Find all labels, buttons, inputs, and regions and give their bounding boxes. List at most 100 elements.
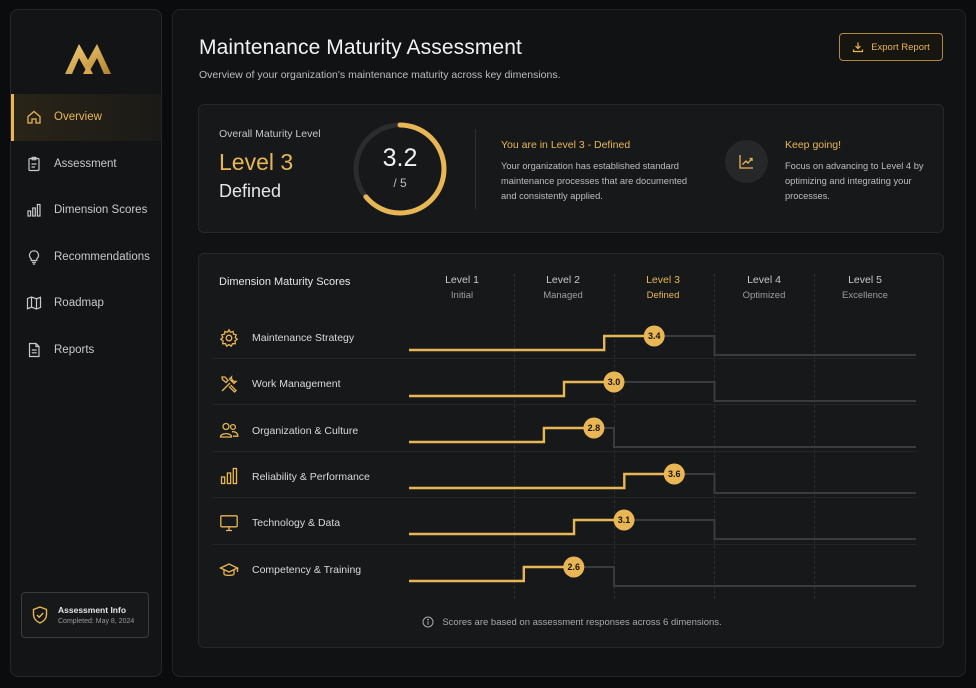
monitor-icon	[219, 513, 239, 533]
score-badge	[583, 417, 605, 439]
overall-score-max: / 5	[393, 176, 407, 190]
score-gauge: 3.2 / 5	[352, 121, 448, 217]
next-step-description: Focus on advancing to Level 4 by optimiz…	[785, 161, 924, 201]
sidebar-nav: Overview Assessment Dimension Scores Rec…	[11, 94, 161, 373]
score-remaining-line	[593, 427, 916, 448]
dimension-label: Organization & Culture	[252, 425, 359, 437]
score-remaining-line	[624, 519, 916, 540]
overall-level-name: Defined	[219, 181, 282, 201]
export-report-label: Export Report	[871, 41, 930, 53]
overall-maturity-label: Overall Maturity Level	[219, 128, 321, 140]
trend-up-icon	[739, 155, 753, 169]
info-icon	[422, 616, 434, 628]
sidebar: Overview Assessment Dimension Scores Rec…	[10, 9, 162, 677]
sidebar-item-label: Assessment	[54, 157, 117, 170]
overall-maturity-card: Overall Maturity Level Level 3 Defined 3…	[198, 104, 944, 233]
assessment-info-title: Assessment Info	[58, 605, 127, 615]
score-progress-line	[409, 565, 574, 583]
map-icon	[25, 294, 43, 312]
score-progress-line	[409, 380, 614, 398]
score-progress-line	[409, 518, 625, 536]
sidebar-item-label: Roadmap	[54, 297, 104, 310]
overall-level: Level 3	[219, 149, 294, 175]
column-divider	[814, 274, 815, 599]
bar-chart-icon	[219, 466, 239, 486]
level-name: Initial	[450, 290, 474, 301]
logo	[65, 44, 111, 74]
next-step-title: Keep going!	[785, 139, 842, 151]
trend-badge	[725, 140, 768, 183]
score-badge	[563, 556, 585, 578]
page-title: Maintenance Maturity Assessment	[199, 36, 522, 59]
clipboard-icon	[25, 155, 43, 173]
tools-icon	[219, 374, 239, 394]
level-label: Level 3	[646, 274, 680, 286]
lightbulb-icon	[25, 248, 43, 266]
level-name: Managed	[543, 290, 583, 301]
footnote-text: Scores are based on assessment responses…	[442, 616, 722, 628]
current-level-title: You are in Level 3 - Defined	[501, 139, 631, 151]
shield-check-icon	[32, 606, 48, 624]
level-name: Optimized	[742, 290, 786, 301]
people-icon	[219, 420, 239, 440]
dimension-label: Maintenance Strategy	[252, 332, 355, 344]
row-divider	[213, 358, 917, 359]
row-divider	[213, 451, 917, 452]
graduation-cap-icon	[218, 560, 240, 580]
dimension-label: Technology & Data	[252, 517, 341, 529]
sidebar-item-overview[interactable]: Overview	[11, 94, 161, 141]
page-subtitle: Overview of your organization's maintena…	[199, 69, 561, 81]
row-divider	[213, 544, 917, 545]
sidebar-item-dimension-scores[interactable]: Dimension Scores	[11, 187, 161, 234]
level-name: Defined	[646, 290, 680, 301]
score-badge	[613, 509, 635, 531]
score-badge	[643, 325, 665, 347]
score-progress-line	[409, 334, 655, 352]
document-icon	[25, 341, 43, 359]
level-label: Level 1	[445, 274, 479, 286]
level-label: Level 5	[848, 274, 882, 286]
sidebar-item-roadmap[interactable]: Roadmap	[11, 280, 161, 327]
level-header-3: Level 3 Defined	[613, 274, 713, 301]
score-progress-line	[409, 426, 594, 444]
level-header-4: Level 4 Optimized	[714, 274, 814, 301]
gauge-progress	[353, 122, 447, 216]
level-label: Level 2	[546, 274, 580, 286]
dimension-scores-card: Dimension Maturity Scores Level 1 Initia…	[198, 253, 944, 648]
current-level-description: Your organization has established standa…	[501, 161, 688, 201]
score-badge-label: 2.6	[568, 562, 581, 572]
score-badge-label: 2.8	[588, 423, 601, 433]
assessment-completed-date: Completed: May 8, 2024	[58, 618, 135, 625]
dimension-scores-title: Dimension Maturity Scores	[219, 276, 351, 288]
score-badge-label: 3.4	[648, 331, 661, 341]
sidebar-item-assessment[interactable]: Assessment	[11, 141, 161, 188]
sidebar-item-reports[interactable]: Reports	[11, 327, 161, 374]
score-progress-line	[409, 472, 675, 490]
row-divider	[213, 404, 917, 405]
sidebar-item-label: Dimension Scores	[54, 204, 148, 217]
level-label: Level 4	[747, 274, 781, 286]
level-header-5: Level 5 Excellence	[815, 274, 915, 301]
column-divider	[714, 274, 715, 599]
sidebar-item-recommendations[interactable]: Recommendations	[11, 234, 161, 281]
column-divider	[614, 274, 615, 599]
assessment-info-card[interactable]: Assessment Info Completed: May 8, 2024	[21, 592, 149, 638]
score-badge-label: 3.1	[618, 515, 631, 525]
row-divider	[213, 497, 917, 498]
gear-icon	[219, 328, 239, 348]
download-icon	[853, 42, 864, 53]
sidebar-item-label: Overview	[54, 111, 102, 124]
export-report-button[interactable]: Export Report	[839, 33, 943, 61]
score-remaining-line	[674, 473, 916, 494]
bar-chart-icon	[25, 201, 43, 219]
dimension-label: Reliability & Performance	[252, 471, 370, 483]
overall-score: 3.2	[382, 144, 418, 172]
home-icon	[25, 108, 43, 126]
dimension-label: Work Management	[252, 378, 341, 390]
score-remaining-line	[654, 335, 916, 356]
score-remaining-line	[573, 566, 916, 587]
dimension-label: Competency & Training	[252, 564, 362, 576]
main-panel: Maintenance Maturity Assessment Overview…	[172, 9, 966, 677]
score-badge	[663, 463, 685, 485]
level-name: Excellence	[842, 290, 888, 301]
